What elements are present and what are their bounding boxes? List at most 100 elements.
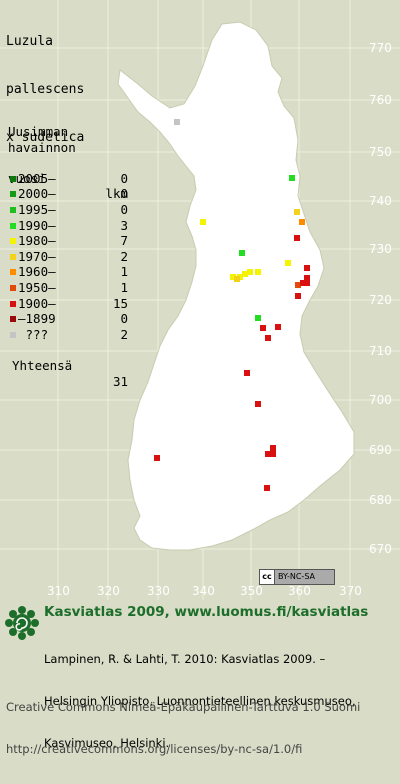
x-tick-label: 350 bbox=[240, 584, 263, 598]
legend-period: 1970– bbox=[18, 248, 56, 264]
finland-outline bbox=[117, 21, 355, 551]
observation-marker bbox=[247, 269, 253, 275]
observation-marker bbox=[255, 269, 261, 275]
observation-marker bbox=[304, 280, 310, 286]
observation-marker bbox=[275, 324, 281, 330]
y-tick-label: 740 bbox=[369, 194, 392, 208]
legend-count: 1 bbox=[120, 279, 128, 295]
legend-count: 2 bbox=[120, 248, 128, 264]
observation-marker bbox=[242, 271, 248, 277]
legend-swatch bbox=[10, 253, 16, 260]
citation-line: Lampinen, R. & Lahti, T. 2010: Kasviatla… bbox=[44, 652, 326, 666]
observation-marker bbox=[234, 276, 240, 282]
observation-marker bbox=[304, 265, 310, 271]
legend-count: 0 bbox=[120, 311, 128, 327]
legend-swatch bbox=[10, 175, 16, 182]
cc-license-badge[interactable]: cc BY-NC-SA bbox=[259, 569, 335, 585]
species-name-line: pallescens bbox=[6, 82, 85, 97]
species-name-line: Luzula bbox=[6, 34, 53, 49]
legend-period: 1980– bbox=[18, 233, 56, 249]
license-text: Creative Commons Nimeä-Epäkaupallinen-Ta… bbox=[6, 672, 360, 784]
legend-swatch bbox=[10, 238, 16, 245]
x-tick-label: 370 bbox=[339, 584, 362, 598]
cc-icon: cc bbox=[260, 570, 275, 584]
observation-marker bbox=[294, 235, 300, 241]
x-tick-label: 320 bbox=[97, 584, 120, 598]
species-name: Luzula pallescens x sudetica bbox=[6, 2, 84, 162]
observation-marker bbox=[244, 370, 250, 376]
legend-total: Yhteensä 31 bbox=[8, 342, 128, 389]
legend-count: 15 bbox=[112, 295, 128, 311]
legend-header: havainnon bbox=[8, 139, 76, 155]
observation-marker bbox=[295, 282, 301, 288]
legend-row: 1995– 0 bbox=[8, 201, 128, 218]
legend-swatch bbox=[10, 300, 16, 307]
legend-total-count: 31 bbox=[112, 373, 128, 389]
legend-period: 2000– bbox=[18, 186, 56, 202]
legend-total-label: Yhteensä bbox=[12, 357, 73, 373]
legend-rows: 2005– 0 2000– 0 1995– 0 1990– 3 1980– 7 1970– 2 1960… bbox=[8, 170, 128, 343]
observation-marker bbox=[154, 455, 160, 461]
legend-swatch bbox=[10, 222, 16, 229]
observation-marker bbox=[289, 175, 295, 181]
legend: Uusimman havainnon vuosi lkm 2005– 0 2000–… bbox=[8, 124, 128, 389]
legend-swatch bbox=[10, 269, 16, 276]
y-tick-label: 690 bbox=[369, 443, 392, 457]
legend-count: 0 bbox=[120, 186, 128, 202]
y-tick-label: 750 bbox=[369, 145, 392, 159]
legend-row: 1960– 1 bbox=[8, 264, 128, 280]
legend-row: 1900– 15 bbox=[8, 295, 128, 312]
observation-marker bbox=[295, 293, 301, 299]
legend-count: 2 bbox=[120, 326, 128, 342]
legend-count: 3 bbox=[120, 217, 128, 233]
license-url[interactable]: http://creativecommons.org/licenses/by-n… bbox=[6, 742, 303, 756]
legend-period: 1900– bbox=[18, 295, 56, 311]
observation-marker bbox=[260, 325, 266, 331]
observation-marker bbox=[200, 219, 206, 225]
legend-count: 0 bbox=[120, 170, 128, 186]
finland-map bbox=[0, 0, 400, 600]
x-tick-label: 330 bbox=[147, 584, 170, 598]
legend-column-headers: vuosi lkm bbox=[8, 155, 128, 202]
legend-period: 1960– bbox=[18, 264, 56, 280]
y-tick-label: 720 bbox=[369, 293, 392, 307]
observation-marker bbox=[230, 274, 236, 280]
observation-marker bbox=[264, 485, 270, 491]
y-tick-label: 760 bbox=[369, 93, 392, 107]
legend-period: 1995– bbox=[18, 201, 56, 217]
brand-link[interactable]: Kasviatlas 2009, www.luomus.fi/kasviatla… bbox=[44, 604, 369, 620]
observation-marker bbox=[265, 451, 271, 457]
legend-period: –1899 bbox=[18, 311, 56, 327]
observation-marker bbox=[300, 280, 306, 286]
legend-header: Uusimman bbox=[8, 124, 69, 139]
legend-row: 1970– 2 bbox=[8, 248, 128, 265]
legend-period: ??? bbox=[18, 326, 49, 342]
license-name: Creative Commons Nimeä-Epäkaupallinen-Ta… bbox=[6, 700, 361, 714]
observation-marker bbox=[255, 315, 261, 321]
legend-swatch bbox=[10, 331, 16, 338]
legend-count: 7 bbox=[120, 233, 128, 249]
observation-marker bbox=[299, 219, 305, 225]
legend-swatch bbox=[10, 191, 16, 198]
x-tick-label: 310 bbox=[47, 584, 70, 598]
observation-markers bbox=[154, 119, 310, 491]
kasviatlas-logo-icon bbox=[5, 606, 39, 640]
y-tick-label: 710 bbox=[369, 344, 392, 358]
observation-marker bbox=[304, 275, 310, 281]
legend-count: 0 bbox=[120, 201, 128, 217]
observation-marker bbox=[239, 250, 245, 256]
x-tick-label: 340 bbox=[192, 584, 215, 598]
legend-row: –1899 0 bbox=[8, 311, 128, 327]
observation-marker bbox=[174, 119, 180, 125]
y-tick-label: 680 bbox=[369, 493, 392, 507]
y-tick-label: 670 bbox=[369, 542, 392, 556]
y-tick-label: 700 bbox=[369, 393, 392, 407]
legend-period: 1950– bbox=[18, 279, 56, 295]
legend-period: 2005– bbox=[18, 170, 56, 186]
legend-row: 2005– 0 bbox=[8, 170, 128, 187]
observation-marker bbox=[270, 451, 276, 457]
cc-badge-text: BY-NC-SA bbox=[278, 572, 316, 581]
observation-marker bbox=[270, 445, 276, 451]
legend-swatch bbox=[10, 284, 16, 291]
legend-row: 1990– 3 bbox=[8, 218, 128, 234]
